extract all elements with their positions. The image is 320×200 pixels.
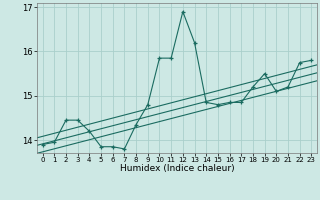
X-axis label: Humidex (Indice chaleur): Humidex (Indice chaleur) [120, 164, 234, 173]
